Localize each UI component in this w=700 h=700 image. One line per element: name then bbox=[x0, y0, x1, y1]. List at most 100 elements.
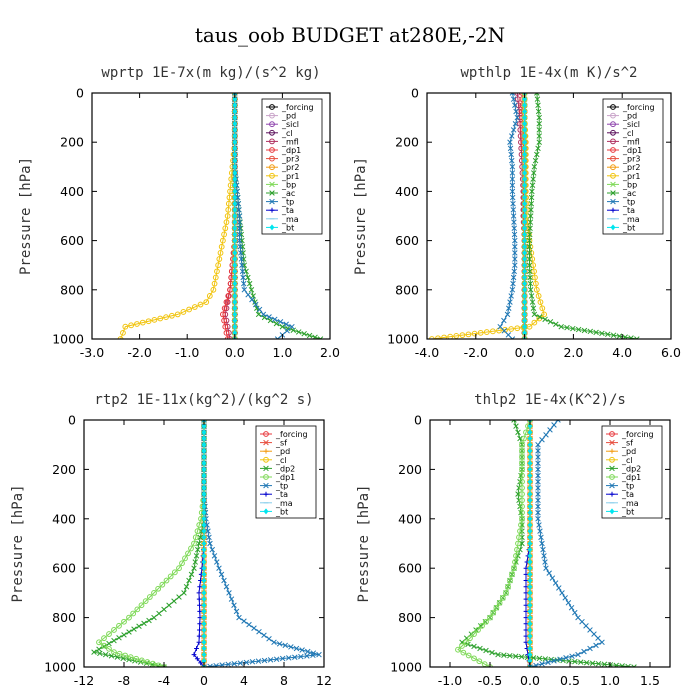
data-point bbox=[201, 423, 207, 430]
data-point bbox=[290, 327, 297, 333]
data-point bbox=[246, 280, 253, 287]
data-point bbox=[232, 274, 238, 281]
x-tick-label: -1.0 bbox=[175, 345, 199, 360]
data-point bbox=[241, 262, 248, 268]
data-point bbox=[527, 268, 533, 275]
y-tick-label: 800 bbox=[398, 610, 422, 625]
data-point bbox=[250, 293, 256, 299]
data-point bbox=[501, 652, 507, 658]
data-point bbox=[206, 534, 212, 541]
data-point bbox=[529, 299, 536, 305]
data-point bbox=[526, 323, 533, 330]
data-point bbox=[225, 206, 232, 213]
legend-label: _sicl bbox=[622, 120, 640, 129]
data-point bbox=[223, 299, 230, 306]
legend-entry: _tp bbox=[607, 198, 635, 207]
legend-entry: _bt bbox=[607, 223, 635, 232]
data-point bbox=[511, 219, 517, 225]
data-point bbox=[535, 497, 541, 504]
data-point bbox=[526, 237, 533, 244]
data-point bbox=[507, 577, 513, 584]
data-point bbox=[277, 319, 284, 325]
data-point bbox=[527, 472, 533, 479]
data-point bbox=[201, 435, 207, 442]
y-tick-label: 600 bbox=[52, 561, 76, 576]
panel-title: wpthlp 1E-4x(m K)/s^2 bbox=[460, 65, 637, 81]
data-point bbox=[236, 213, 243, 219]
data-point bbox=[599, 639, 605, 646]
series-bt bbox=[527, 420, 533, 667]
data-point bbox=[232, 108, 238, 115]
data-point bbox=[201, 583, 207, 590]
data-point bbox=[512, 559, 518, 565]
data-point bbox=[579, 618, 585, 625]
data-point bbox=[251, 625, 257, 631]
data-point bbox=[535, 485, 541, 491]
data-point bbox=[518, 509, 524, 516]
y-tick-label: 0 bbox=[68, 413, 76, 428]
data-point bbox=[146, 594, 153, 600]
data-point bbox=[515, 102, 522, 109]
data-point bbox=[510, 200, 516, 207]
data-point bbox=[581, 648, 587, 655]
data-point bbox=[526, 256, 533, 262]
data-point bbox=[266, 314, 272, 320]
data-point bbox=[216, 256, 223, 262]
legend-marker bbox=[263, 491, 269, 497]
legend-marker bbox=[263, 431, 269, 437]
data-point bbox=[593, 329, 599, 336]
data-point bbox=[505, 583, 511, 590]
series-ac bbox=[526, 93, 640, 339]
data-point bbox=[460, 649, 467, 656]
legend-entry: _bt bbox=[266, 223, 294, 232]
series-pr1 bbox=[428, 93, 548, 339]
data-point bbox=[146, 617, 152, 624]
data-point bbox=[535, 478, 541, 485]
data-point bbox=[240, 280, 247, 287]
data-point bbox=[531, 319, 538, 326]
data-point bbox=[267, 657, 274, 663]
legend-marker bbox=[610, 147, 616, 153]
data-point bbox=[467, 635, 473, 642]
legend-marker bbox=[609, 439, 615, 446]
legend-marker bbox=[610, 112, 616, 119]
data-point bbox=[527, 460, 533, 467]
data-point bbox=[527, 231, 533, 238]
legend-entry: _ta bbox=[260, 490, 288, 499]
data-point bbox=[316, 651, 322, 658]
data-point bbox=[225, 200, 232, 207]
data-point bbox=[295, 329, 302, 335]
data-point bbox=[126, 614, 132, 621]
data-point bbox=[527, 435, 533, 442]
data-point bbox=[536, 139, 542, 145]
data-point bbox=[587, 627, 593, 633]
legend-entry: _tp bbox=[260, 482, 288, 491]
data-point bbox=[535, 491, 541, 497]
data-point bbox=[538, 534, 544, 541]
legend-marker bbox=[269, 121, 275, 128]
data-point bbox=[522, 169, 527, 176]
data-point bbox=[117, 336, 124, 339]
data-point bbox=[126, 629, 132, 635]
data-point bbox=[518, 654, 525, 660]
legend-entry: _cl bbox=[260, 456, 287, 465]
x-tick-label: 1.0 bbox=[272, 345, 292, 360]
data-point bbox=[232, 225, 238, 232]
data-point bbox=[527, 509, 533, 516]
data-point bbox=[232, 93, 238, 96]
x-tick-label: 0 bbox=[200, 673, 208, 688]
data-point bbox=[317, 336, 324, 339]
series-tp bbox=[527, 420, 605, 667]
data-point bbox=[534, 93, 540, 96]
legend-entry: _forcing bbox=[606, 430, 654, 439]
data-point bbox=[285, 655, 292, 661]
legend-label: _ac bbox=[281, 189, 295, 198]
data-point bbox=[298, 653, 304, 660]
data-point bbox=[232, 133, 238, 140]
data-point bbox=[201, 521, 207, 528]
data-point bbox=[428, 336, 435, 339]
data-point bbox=[201, 589, 207, 596]
legend-label: _ma bbox=[622, 215, 640, 224]
data-point bbox=[522, 311, 527, 318]
legend-marker bbox=[610, 224, 616, 231]
